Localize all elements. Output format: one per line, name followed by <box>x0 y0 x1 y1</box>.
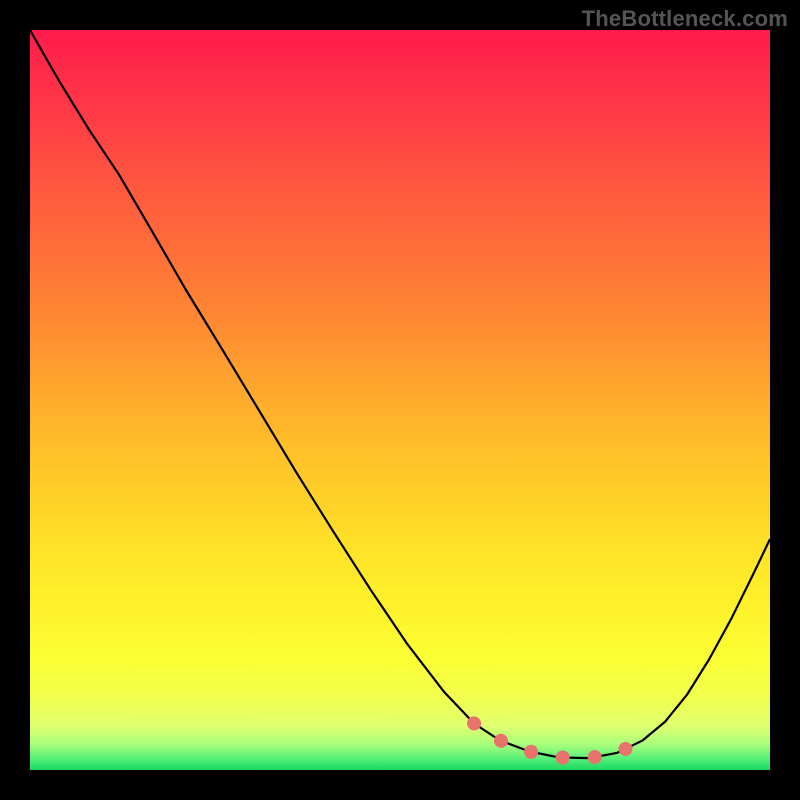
watermark-text: TheBottleneck.com <box>582 6 788 32</box>
plot-area <box>30 30 770 770</box>
chart-container: TheBottleneck.com <box>0 0 800 800</box>
chart-svg <box>30 30 770 770</box>
gradient-background <box>30 30 770 770</box>
